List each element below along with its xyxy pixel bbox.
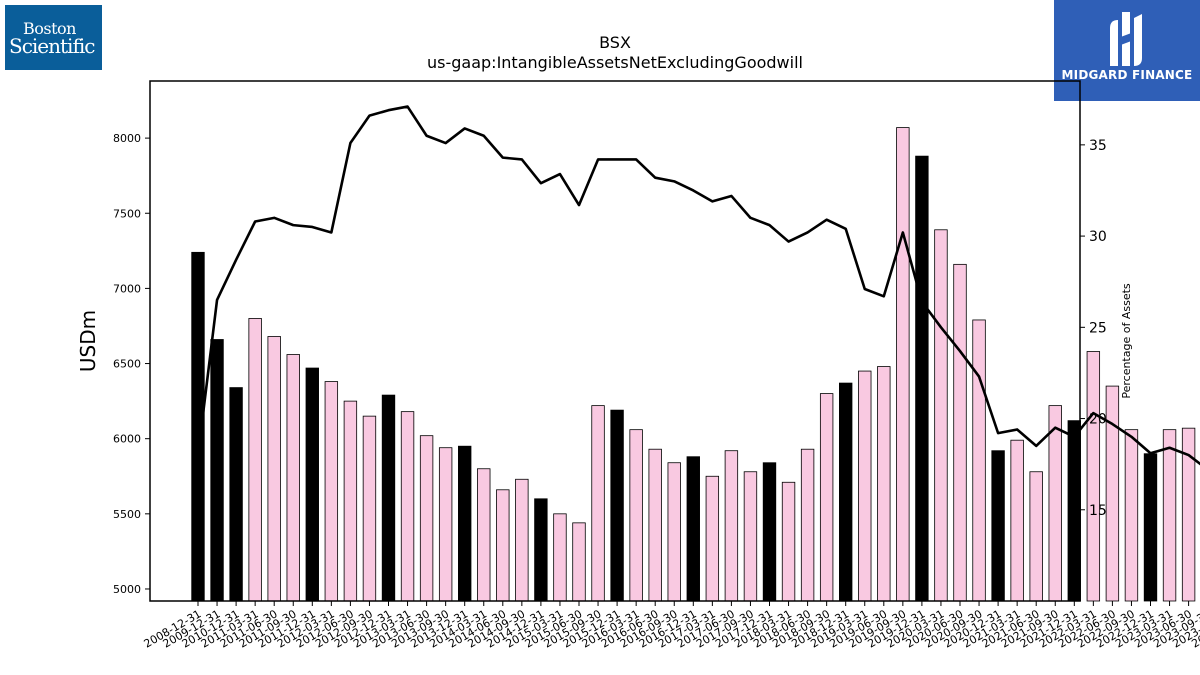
bar xyxy=(686,456,700,602)
logo-left-line-1: Boston xyxy=(23,19,76,38)
bar xyxy=(915,155,929,602)
bar xyxy=(1048,405,1062,602)
y-tick-label: 7000 xyxy=(113,282,141,295)
percentage-line xyxy=(196,105,1200,466)
bar xyxy=(1105,385,1120,602)
y2-tick-label: 30 xyxy=(1089,229,1107,245)
bar xyxy=(1010,439,1024,602)
bar xyxy=(324,381,339,602)
midgard-finance-logo: MIDGARD FINANCE xyxy=(1054,0,1200,101)
x-axis-ticks: 2008-12-312009-12-312010-12-312011-03-31… xyxy=(142,601,1200,651)
y2-axis-ticks: 15 20 25 30 35 xyxy=(1080,138,1107,519)
bar xyxy=(400,411,415,602)
y-tick-label: 5000 xyxy=(113,583,141,596)
bar xyxy=(858,370,872,602)
bar xyxy=(534,498,548,602)
bar xyxy=(553,513,567,602)
bar xyxy=(419,435,434,602)
bar xyxy=(800,448,815,602)
bar xyxy=(629,429,643,602)
bar xyxy=(1029,471,1043,602)
bar xyxy=(819,393,834,602)
chart-title: BSX xyxy=(599,33,631,52)
bar xyxy=(972,319,986,602)
bar xyxy=(591,405,605,602)
bar xyxy=(743,471,758,602)
y-tick-label: 5500 xyxy=(113,508,141,521)
plot-frame xyxy=(149,80,1081,602)
bar xyxy=(705,475,720,602)
bar xyxy=(610,409,624,602)
bar xyxy=(229,387,243,602)
y-axis-ticks: 5000 5500 6000 6500 7000 7500 8000 xyxy=(113,132,150,596)
bar xyxy=(496,489,510,602)
bar xyxy=(991,450,1005,602)
bar xyxy=(724,450,739,602)
bar xyxy=(839,382,853,602)
bar xyxy=(1086,351,1101,602)
bar xyxy=(438,447,453,602)
bar xyxy=(1162,429,1177,602)
y-tick-label: 8000 xyxy=(113,132,141,145)
bar xyxy=(286,354,300,602)
bar xyxy=(572,522,586,602)
bar xyxy=(781,481,796,602)
bar xyxy=(648,448,662,602)
bar xyxy=(248,318,262,602)
bar xyxy=(953,263,967,602)
bar xyxy=(381,394,396,602)
bar xyxy=(896,127,910,602)
bar xyxy=(1124,429,1139,602)
y2-tick-label: 20 xyxy=(1089,412,1107,428)
bar xyxy=(210,339,224,602)
chart-subtitle: us-gaap:IntangibleAssetsNetExcludingGood… xyxy=(427,53,803,72)
y2-tick-label: 15 xyxy=(1089,503,1107,519)
y2-tick-label: 25 xyxy=(1089,320,1107,336)
bar xyxy=(877,366,891,602)
y-axis-label: USDm xyxy=(76,310,100,372)
midgard-mark-icon xyxy=(1110,12,1142,66)
logo-right-wordmark: MIDGARD FINANCE xyxy=(1061,68,1193,82)
bar xyxy=(343,400,358,602)
y-tick-label: 7500 xyxy=(113,207,141,220)
y2-axis-label: Percentage of Assets xyxy=(1120,283,1133,399)
bar xyxy=(1143,453,1158,602)
bar xyxy=(362,415,377,602)
bar xyxy=(762,462,777,602)
bar xyxy=(515,478,529,602)
bar xyxy=(1067,420,1081,602)
bar xyxy=(667,462,681,602)
y-tick-label: 6500 xyxy=(113,358,141,371)
boston-scientific-logo: Boston Scientific xyxy=(5,5,102,70)
y2-tick-label: 35 xyxy=(1089,138,1107,154)
bar-series xyxy=(191,127,1196,602)
logo-left-line-2: Scientific xyxy=(9,34,95,58)
line-series xyxy=(196,105,1200,466)
bar xyxy=(305,367,319,602)
bar xyxy=(934,229,948,602)
bar xyxy=(267,336,281,602)
bar xyxy=(458,445,472,602)
y-tick-label: 6000 xyxy=(113,433,141,446)
bar xyxy=(477,468,491,602)
